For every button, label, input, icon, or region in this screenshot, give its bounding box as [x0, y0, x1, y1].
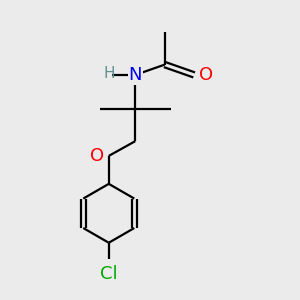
Text: O: O	[90, 147, 104, 165]
Text: H: H	[103, 66, 115, 81]
Text: O: O	[199, 66, 213, 84]
Text: Cl: Cl	[100, 265, 118, 283]
Text: N: N	[128, 66, 142, 84]
